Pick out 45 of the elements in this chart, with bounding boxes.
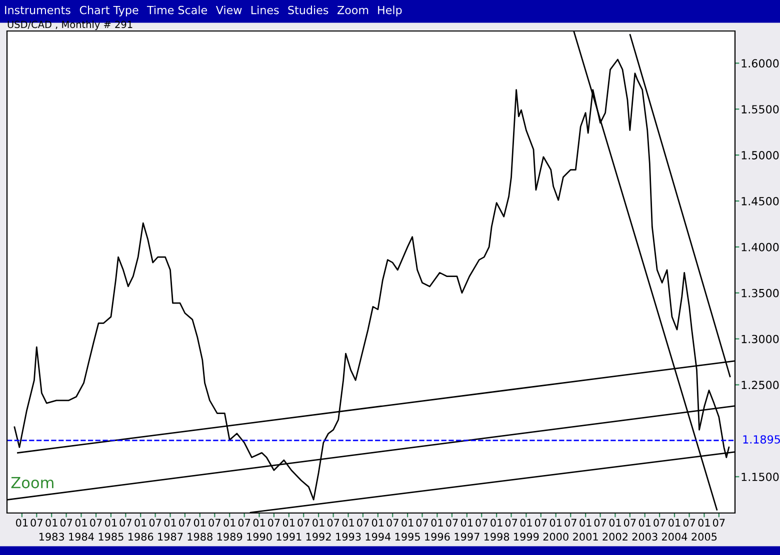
x-tick-label: 07 — [90, 518, 102, 527]
x-tick-label: 07 — [327, 518, 340, 527]
chart-title: USD/CAD , Monthly # 291 — [8, 20, 132, 30]
x-tick-label: 07 — [208, 518, 220, 527]
y-tick-label: 1.3500 — [742, 288, 779, 298]
y-tick-label: 1.6000 — [742, 59, 779, 68]
y-tick-label: 1.5500 — [742, 105, 779, 114]
y-tick-label: 1.3000 — [742, 334, 779, 344]
text: Zoom — [338, 6, 368, 14]
x-tick-label: 07 — [149, 518, 162, 527]
x-tick-label: 07 — [60, 518, 72, 527]
x-tick-label: 07 — [712, 518, 725, 527]
ref-line-label: 1.1895 — [743, 435, 780, 444]
x-tick-label: 07 — [624, 518, 636, 527]
x-tick-label: 07 — [120, 518, 132, 527]
x-tick-label: 07 — [268, 518, 280, 527]
y-tick-label: 1.4500 — [742, 196, 779, 206]
x-tick-label: 07 — [654, 518, 666, 527]
y-tick-label: 1.5000 — [742, 151, 779, 160]
y-tick-label: 1.4000 — [742, 242, 779, 252]
text: View — [216, 6, 242, 14]
x-tick-label: 07 — [505, 518, 517, 527]
y-tick-label: 1.2500 — [742, 380, 779, 390]
x-tick-label: 07 — [238, 518, 250, 527]
x-tick-label: 07 — [446, 518, 458, 527]
x-tick-label: 07 — [534, 518, 547, 527]
text: Chart Type — [80, 6, 138, 16]
x-tick-label: 07 — [30, 518, 42, 527]
x-tick-label: 07 — [476, 518, 488, 527]
x-tick-label: 07 — [386, 518, 398, 527]
annotation: Zoom — [11, 476, 54, 488]
text: Lines — [251, 6, 279, 14]
y-tick-label: 1.1500 — [742, 472, 779, 482]
text: Time Scale — [146, 6, 208, 14]
x-tick-label: 07 — [594, 518, 606, 527]
x-tick-label: 01 — [16, 518, 28, 527]
text: Studies — [288, 6, 328, 14]
x-tick-label: 07 — [357, 518, 369, 527]
text: Instruments — [5, 6, 70, 14]
x-tick-label: 07 — [179, 518, 191, 527]
x-tick-label: 07 — [564, 518, 576, 527]
x-tick-label: 07 — [298, 518, 310, 527]
x-tick-label: 07 — [683, 518, 696, 527]
text: Help — [378, 6, 402, 16]
x-tick-label: 07 — [416, 518, 428, 527]
